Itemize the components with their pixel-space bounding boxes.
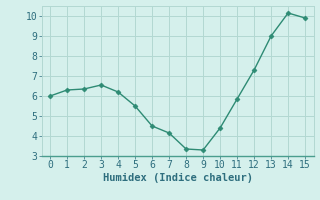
X-axis label: Humidex (Indice chaleur): Humidex (Indice chaleur): [103, 173, 252, 183]
